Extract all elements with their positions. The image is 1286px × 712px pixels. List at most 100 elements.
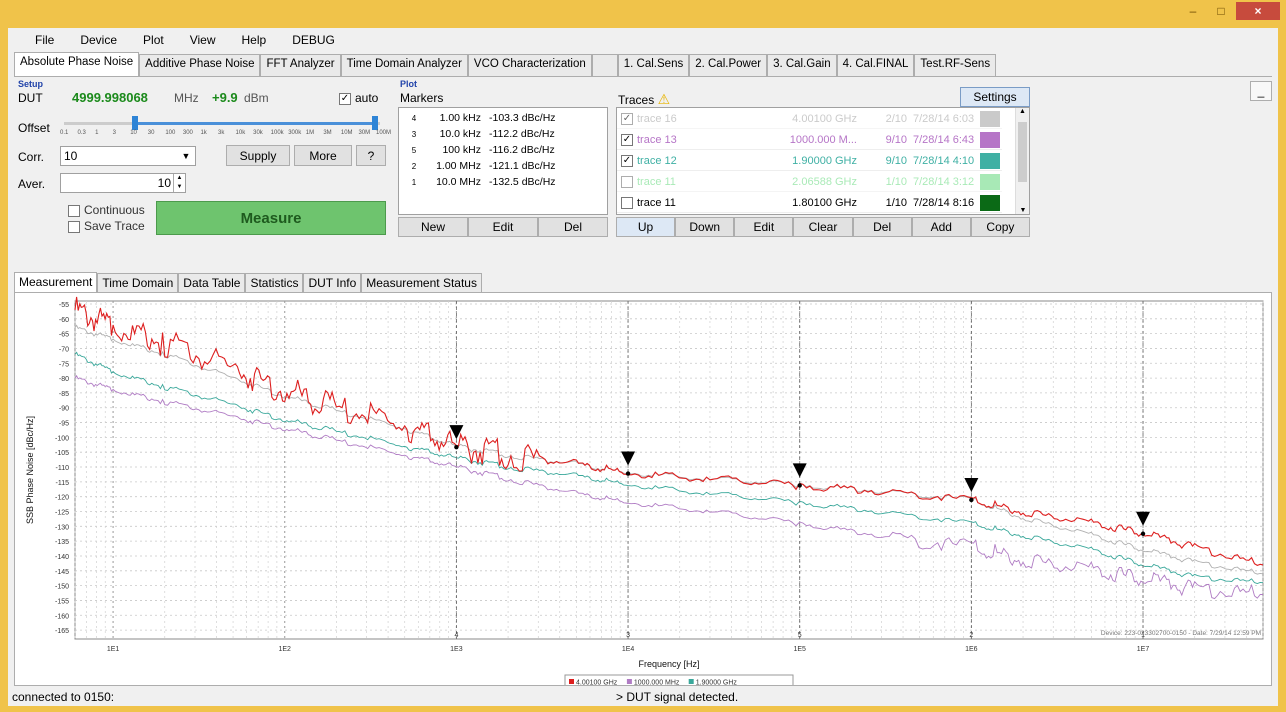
more-button[interactable]: More xyxy=(294,145,352,166)
trace-row[interactable]: ✓ trace 16 4.00100 GHz 2/10 7/28/14 6:03 xyxy=(617,110,1002,129)
tab-fft-analyzer[interactable]: FFT Analyzer xyxy=(260,54,341,76)
trace-checkbox[interactable]: ✓ xyxy=(621,113,633,125)
tab-absolute-phase-noise[interactable]: Absolute Phase Noise xyxy=(14,52,140,76)
minimize-button[interactable]: – xyxy=(1189,4,1197,18)
save-trace-checkbox[interactable]: Save Trace xyxy=(68,219,145,233)
trace-row[interactable]: trace 11 1.80100 GHz 1/10 7/28/14 8:16 xyxy=(617,194,1002,213)
tab-test-rf-sens[interactable]: Test.RF-Sens xyxy=(914,54,997,76)
trace-clear-button[interactable]: Clear xyxy=(793,217,853,237)
tab-measurement-status[interactable]: Measurement Status xyxy=(361,273,482,292)
tab-cal-final[interactable]: 4. Cal.FINAL xyxy=(836,54,915,76)
offset-slider-handle-right[interactable] xyxy=(372,116,378,130)
marker-row[interactable]: 3 10.0 kHz -112.2 dBc/Hz xyxy=(403,126,603,142)
connection-status: connected to 0150: xyxy=(12,690,115,704)
marker-row[interactable]: 2 1.00 MHz -121.1 dBc/Hz xyxy=(403,158,603,174)
marker-edit-button[interactable]: Edit xyxy=(468,217,538,237)
supply-button[interactable]: Supply xyxy=(226,145,290,166)
marker-new-button[interactable]: New xyxy=(398,217,468,237)
y-tick-label: -80 xyxy=(59,376,69,383)
marker-del-button[interactable]: Del xyxy=(538,217,608,237)
auto-checkbox[interactable]: ✓ auto xyxy=(339,91,378,105)
trace-edit-button[interactable]: Edit xyxy=(734,217,794,237)
aver-input[interactable]: 10 ▲ ▼ xyxy=(60,173,186,193)
close-button[interactable]: × xyxy=(1236,2,1280,20)
tab-data-table[interactable]: Data Table xyxy=(178,273,246,292)
menu-view[interactable]: View xyxy=(189,33,216,47)
traces-scrollbar[interactable]: ▲ ▼ xyxy=(1015,108,1029,214)
spinner-icon[interactable]: ▲ ▼ xyxy=(173,174,185,192)
help-button[interactable]: ? xyxy=(356,145,386,166)
trace-checkbox[interactable]: ✓ xyxy=(621,155,633,167)
trace-color-swatch[interactable] xyxy=(980,132,1000,148)
trace-date: 7/28/14 6:43 xyxy=(913,134,975,146)
trace-del-button[interactable]: Del xyxy=(852,217,912,237)
trace-checkbox[interactable] xyxy=(621,176,633,188)
measure-button[interactable]: Measure xyxy=(156,201,386,235)
trace-frequency: 1.80100 GHz xyxy=(792,197,857,209)
offset-slider-handle-left[interactable] xyxy=(132,116,138,130)
trace-color-swatch[interactable] xyxy=(980,111,1000,127)
marker-row[interactable]: 5 100 kHz -116.2 dBc/Hz xyxy=(403,142,603,158)
menu-debug[interactable]: DEBUG xyxy=(292,33,335,47)
tab-time-domain-analyzer[interactable]: Time Domain Analyzer xyxy=(340,54,468,76)
tab-measurement[interactable]: Measurement xyxy=(14,272,98,292)
trace-add-button[interactable]: Add xyxy=(911,217,971,237)
trace-color-swatch[interactable] xyxy=(980,195,1000,211)
marker-value: -112.2 dBc/Hz xyxy=(489,128,555,140)
y-tick-label: -135 xyxy=(55,539,69,546)
tab-dut-info[interactable]: DUT Info xyxy=(303,273,362,292)
trace-color-swatch[interactable] xyxy=(980,174,1000,190)
y-tick-label: -100 xyxy=(55,435,69,442)
trace-down-button[interactable]: Down xyxy=(675,217,735,237)
tab-cal-gain[interactable]: 3. Cal.Gain xyxy=(767,54,837,76)
marker-number: 5 xyxy=(798,632,802,639)
tab-cal-power[interactable]: 2. Cal.Power xyxy=(689,54,768,76)
aver-label: Aver. xyxy=(18,177,46,191)
app-window: File Device Plot View Help DEBUG Absolut… xyxy=(8,28,1278,706)
offset-label: Offset xyxy=(18,121,50,135)
tab-cal-sens[interactable]: 1. Cal.Sens xyxy=(617,54,690,76)
collapse-button[interactable]: _ xyxy=(1250,81,1272,101)
marker-number: 4 xyxy=(454,632,458,639)
menu-plot[interactable]: Plot xyxy=(143,33,164,47)
offset-tick-label: 3k xyxy=(218,130,225,136)
trace-row[interactable]: ✓ trace 13 1000.000 M... 9/10 7/28/14 6:43 xyxy=(617,131,1002,150)
marker-row[interactable]: 4 1.00 kHz -103.3 dBc/Hz xyxy=(403,110,603,126)
continuous-check-icon xyxy=(68,204,80,217)
corr-value: 10 xyxy=(64,149,78,163)
offset-tick-label: 10 xyxy=(130,130,137,136)
menu-device[interactable]: Device xyxy=(80,33,118,47)
marker-row[interactable]: 1 10.0 MHz -132.5 dBc/Hz xyxy=(403,174,603,190)
trace-checkbox[interactable] xyxy=(621,197,633,209)
tab-blank[interactable] xyxy=(591,54,618,76)
tab-time-domain[interactable]: Time Domain xyxy=(97,273,179,292)
trace-date: 7/28/14 4:10 xyxy=(913,155,975,167)
trace-checkbox[interactable]: ✓ xyxy=(621,134,633,146)
marker-number: 3 xyxy=(626,632,630,639)
offset-slider[interactable]: 0.1 0.3 1 3 10 30 100 300 1k 3k 10k 30k 100k 300k 1M 3M… xyxy=(60,113,391,141)
trace-row[interactable]: ✓ trace 12 1.90000 GHz 9/10 7/28/14 4:10 xyxy=(617,152,1002,171)
scroll-down-icon[interactable]: ▼ xyxy=(1019,207,1027,214)
trace-copy-button[interactable]: Copy xyxy=(970,217,1030,237)
y-tick-label: -140 xyxy=(55,554,69,561)
menu-help[interactable]: Help xyxy=(241,33,267,47)
status-bar: connected to 0150: > DUT signal detected… xyxy=(8,688,1278,706)
tab-additive-phase-noise[interactable]: Additive Phase Noise xyxy=(139,54,261,76)
trace-color-swatch[interactable] xyxy=(980,153,1000,169)
y-tick-label: -165 xyxy=(55,628,69,635)
marker-value: -116.2 dBc/Hz xyxy=(489,144,555,156)
trace-row[interactable]: trace 11 2.06588 GHz 1/10 7/28/14 3:12 xyxy=(617,173,1002,192)
menu-file[interactable]: File xyxy=(35,33,55,47)
scroll-up-icon[interactable]: ▲ xyxy=(1019,108,1026,115)
scroll-thumb[interactable] xyxy=(1018,122,1027,182)
settings-button[interactable]: Settings xyxy=(960,87,1030,107)
offset-tick-label: 10k xyxy=(235,130,246,136)
corr-select[interactable]: 10 ▼ xyxy=(60,146,196,166)
continuous-checkbox[interactable]: Continuous xyxy=(68,203,145,217)
tab-statistics[interactable]: Statistics xyxy=(245,273,304,292)
trace-count: 9/10 xyxy=(885,155,907,167)
maximize-button[interactable]: □ xyxy=(1217,4,1225,18)
tab-vco-characterization[interactable]: VCO Characterization xyxy=(467,54,592,76)
marker-value: -121.1 dBc/Hz xyxy=(489,160,556,172)
trace-up-button[interactable]: Up xyxy=(616,217,676,237)
